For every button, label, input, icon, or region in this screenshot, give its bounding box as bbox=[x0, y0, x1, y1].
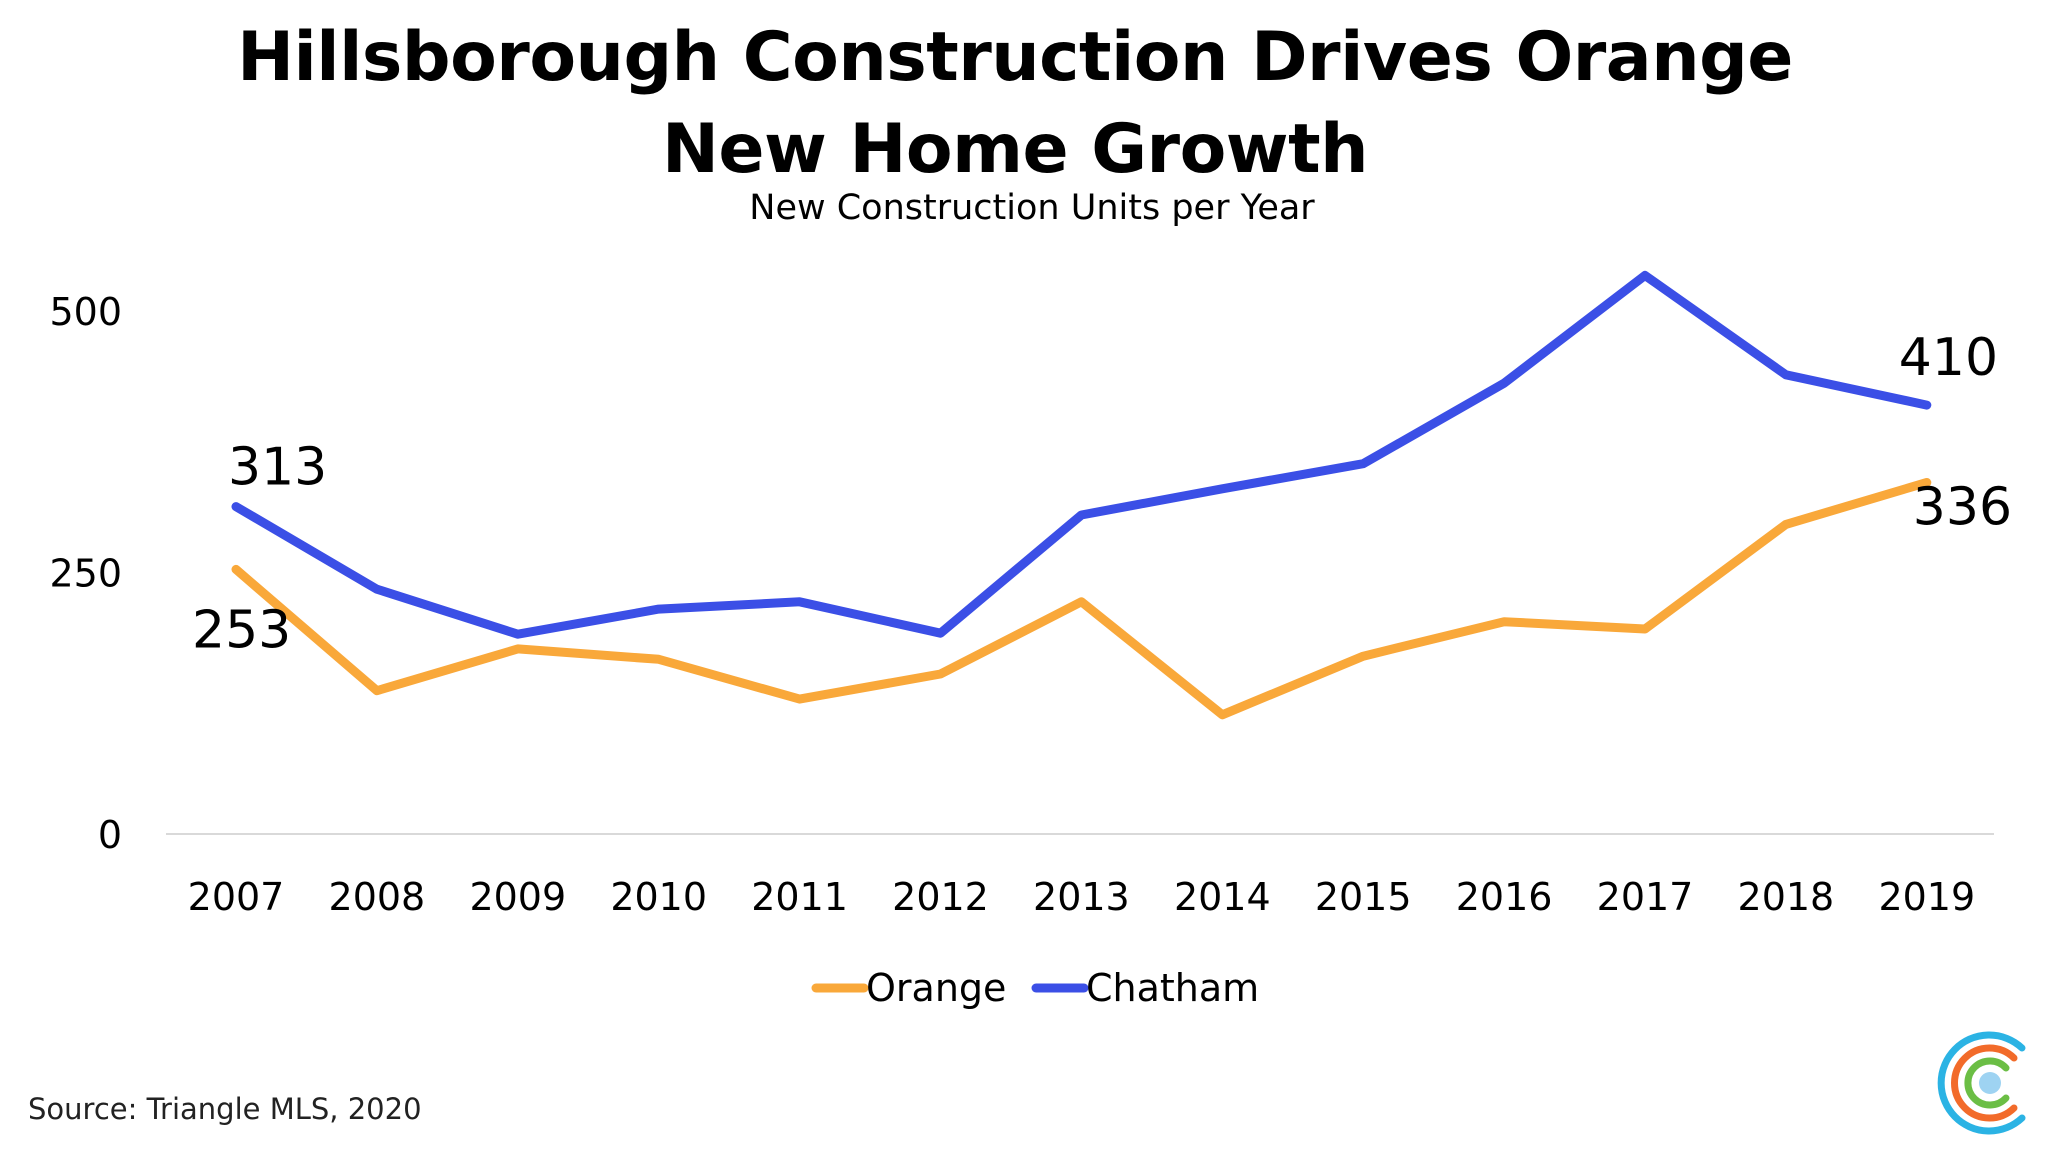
x-tick-label: 2007 bbox=[188, 875, 285, 919]
data-label-chatham-2019: 410 bbox=[1899, 328, 1998, 388]
data-label-orange-2007: 253 bbox=[192, 600, 291, 660]
chart-subtitle: New Construction Units per Year bbox=[749, 188, 1315, 228]
legend-label-orange: Orange bbox=[866, 966, 1006, 1010]
series-line-orange bbox=[231, 478, 1932, 720]
x-tick-label: 2009 bbox=[469, 875, 566, 919]
concentric-c-logo-icon bbox=[1937, 1031, 2026, 1135]
y-tick-label: 0 bbox=[98, 813, 122, 857]
legend-label-chatham: Chatham bbox=[1086, 966, 1259, 1010]
x-tick-label: 2018 bbox=[1738, 875, 1835, 919]
logo-center-dot bbox=[1979, 1072, 2001, 1094]
series-line-chatham bbox=[231, 270, 1932, 639]
x-tick-label: 2013 bbox=[1033, 875, 1130, 919]
logo-middle-arc bbox=[1951, 1044, 2018, 1122]
y-tick-label: 500 bbox=[49, 290, 122, 334]
data-label-chatham-2007: 313 bbox=[228, 438, 327, 498]
legend: Orange Chatham bbox=[811, 966, 1259, 1010]
x-tick-label: 2016 bbox=[1456, 875, 1553, 919]
x-tick-label: 2017 bbox=[1597, 875, 1694, 919]
x-tick-label: 2008 bbox=[329, 875, 426, 919]
logo-outer-arc bbox=[1937, 1031, 2026, 1135]
y-axis-ticks: 0 250 500 bbox=[49, 290, 122, 857]
x-tick-label: 2011 bbox=[751, 875, 848, 919]
source-note: Source: Triangle MLS, 2020 bbox=[28, 1092, 422, 1126]
x-tick-label: 2012 bbox=[892, 875, 989, 919]
chart-title-line-2: New Home Growth bbox=[661, 110, 1369, 189]
x-axis-ticks: 2007 2008 2009 2010 2011 2012 2013 2014 2015 2016… bbox=[188, 875, 1976, 919]
x-tick-label: 2014 bbox=[1174, 875, 1271, 919]
data-labels: 313 253 410 336 bbox=[192, 328, 2012, 660]
x-tick-label: 2015 bbox=[1315, 875, 1412, 919]
x-tick-label: 2010 bbox=[610, 875, 707, 919]
x-tick-label: 2019 bbox=[1878, 875, 1975, 919]
data-label-orange-2019: 336 bbox=[1913, 478, 2012, 538]
series-lines bbox=[231, 270, 1932, 720]
logo-inner-arc bbox=[1964, 1057, 2010, 1109]
chart-title-line-1: Hillsborough Construction Drives Orange bbox=[237, 18, 1793, 97]
y-tick-label: 250 bbox=[49, 552, 122, 596]
chart-title: Hillsborough Construction Drives Orange … bbox=[0, 12, 2030, 196]
